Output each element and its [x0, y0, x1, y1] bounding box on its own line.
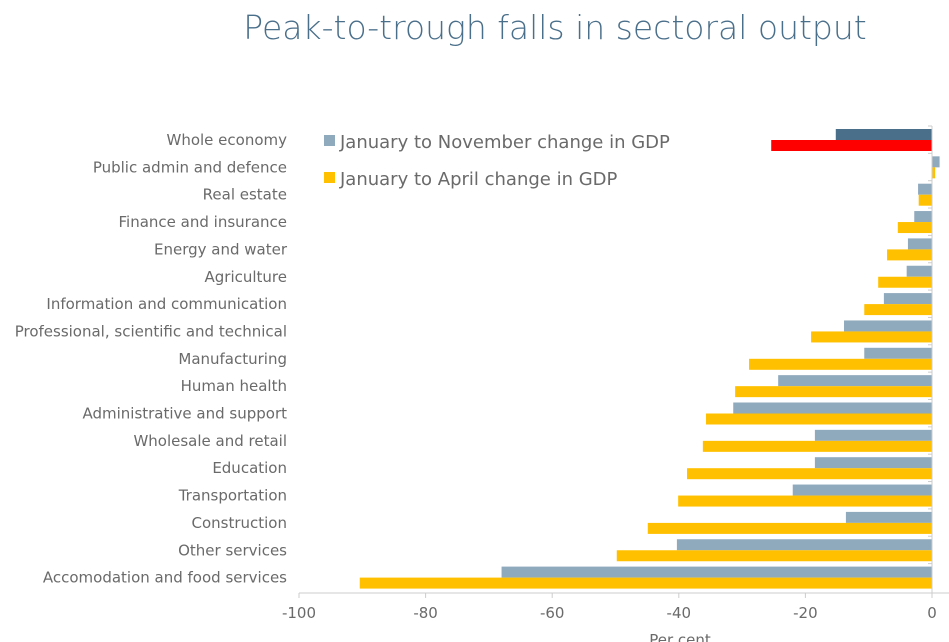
category-label: Agriculture [205, 268, 288, 286]
bar-april [897, 222, 932, 234]
x-tick-label: -100 [282, 604, 316, 622]
x-tick-label: -60 [540, 604, 565, 622]
legend-swatch-november [324, 135, 335, 146]
bar-november [845, 511, 932, 523]
bar-november [835, 129, 932, 140]
x-tick-label: -40 [667, 604, 692, 622]
bar-november [844, 320, 932, 332]
bar-november [501, 566, 932, 578]
category-label: Professional, scientific and technical [15, 322, 287, 340]
chart-title: Peak-to-trough falls in sectoral output [243, 8, 867, 47]
category-label: Wholesale and retail [133, 432, 287, 450]
category-label: Real estate [203, 186, 287, 204]
bar-april [647, 522, 932, 534]
bar-november [814, 457, 932, 469]
legend-swatch-april [324, 172, 335, 183]
bar-november [914, 211, 932, 223]
category-label: Energy and water [154, 240, 288, 258]
bar-april [878, 276, 932, 288]
bar-april [687, 468, 932, 480]
bar-april [702, 440, 932, 452]
bar-april [749, 358, 932, 370]
bar-april [678, 495, 932, 507]
category-label: Manufacturing [178, 350, 287, 368]
category-label: Finance and insurance [119, 213, 287, 231]
bar-november [778, 375, 932, 387]
bar-april [887, 249, 932, 261]
bar-november [814, 429, 932, 441]
bar-november [883, 293, 932, 305]
bar-april [918, 194, 932, 206]
x-tick-label: 0 [927, 604, 937, 622]
bar-november [907, 238, 932, 250]
legend-label-november: January to November change in GDP [339, 132, 670, 153]
bar-april [864, 304, 932, 316]
bar-november [864, 347, 932, 359]
x-tick-label: -80 [413, 604, 438, 622]
bar-april [616, 550, 932, 562]
bar-november [676, 539, 932, 551]
bar-april [932, 167, 936, 179]
bar-november [918, 183, 932, 195]
bar-april [735, 386, 932, 398]
category-label: Human health [181, 377, 287, 395]
bar-november [792, 484, 932, 496]
x-tick-label: -20 [793, 604, 818, 622]
bar-november [932, 156, 940, 168]
category-label: Accomodation and food services [43, 569, 287, 587]
category-label: Transportation [178, 487, 287, 505]
bar-april [706, 413, 932, 425]
category-label: Public admin and defence [93, 158, 287, 176]
bar-november [906, 265, 932, 277]
bar-april [359, 577, 932, 589]
category-label: Education [212, 459, 287, 477]
bar-april [771, 140, 932, 151]
category-label: Information and communication [46, 295, 287, 313]
legend-label-april: January to April change in GDP [339, 169, 618, 190]
category-label: Administrative and support [82, 405, 287, 423]
category-label: Whole economy [166, 131, 287, 149]
x-axis-label: Per cent [649, 631, 711, 642]
category-label: Other services [178, 541, 287, 559]
bar-april [811, 331, 932, 343]
bar-november [733, 402, 932, 414]
category-label: Construction [191, 514, 287, 532]
